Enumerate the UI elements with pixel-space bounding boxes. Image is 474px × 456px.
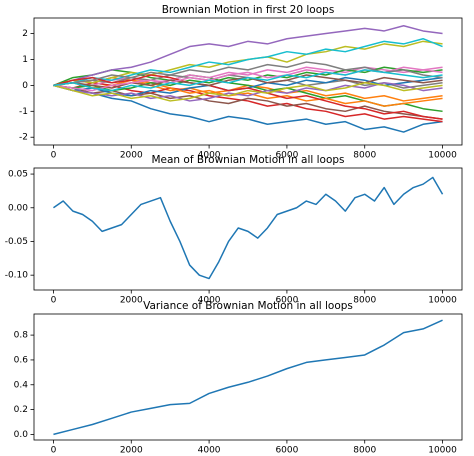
- series-line: [53, 61, 443, 87]
- x-tick-label: 6000: [275, 446, 298, 456]
- x-tick-label: 10000: [428, 446, 457, 456]
- x-tick-label: 4000: [198, 296, 221, 306]
- x-tick-label: 2000: [120, 151, 143, 161]
- y-tick-label: 0.6: [14, 355, 29, 365]
- series-line: [53, 84, 443, 120]
- series-line: [53, 76, 443, 102]
- y-tick-label: 0.2: [14, 405, 28, 415]
- x-tick-label: 10000: [428, 151, 457, 161]
- x-tick-label: 6000: [275, 151, 298, 161]
- x-tick-label: 4000: [198, 151, 221, 161]
- y-tick-label: -0.05: [5, 237, 28, 247]
- x-tick-label: 0: [51, 151, 57, 161]
- axes-frame: [33, 17, 463, 146]
- series-line: [53, 84, 443, 133]
- y-tick-label: 0.05: [8, 170, 28, 180]
- y-tick-label: -0.10: [5, 271, 29, 281]
- y-tick-label: 0: [22, 81, 28, 91]
- x-tick-label: 2000: [120, 296, 143, 306]
- series-line: [53, 74, 443, 120]
- series-line: [53, 69, 443, 92]
- series-line: [53, 176, 444, 280]
- series-line: [53, 319, 443, 436]
- x-tick-label: 4000: [198, 446, 221, 456]
- series-line: [53, 40, 443, 87]
- x-tick-label: 6000: [275, 296, 298, 306]
- series-line: [53, 37, 443, 87]
- x-tick-label: 10000: [428, 296, 457, 306]
- x-tick-label: 8000: [353, 296, 376, 306]
- y-tick-label: 0.4: [14, 380, 29, 390]
- axes-frame: [33, 167, 463, 291]
- x-tick-label: 8000: [353, 151, 376, 161]
- axes-frame: [33, 313, 463, 441]
- y-tick-label: 0.8: [14, 331, 29, 341]
- series-line: [53, 79, 443, 107]
- chart-title: Brownian Motion in first 20 loops: [162, 4, 335, 16]
- series-line: [53, 82, 443, 102]
- series-line: [53, 82, 443, 123]
- y-tick-label: -1: [19, 107, 28, 117]
- x-tick-label: 2000: [120, 446, 143, 456]
- x-tick-label: 8000: [353, 446, 376, 456]
- y-tick-label: 2: [22, 29, 28, 39]
- series-line: [53, 66, 443, 92]
- y-tick-label: -2: [19, 133, 28, 143]
- x-tick-label: 0: [51, 446, 57, 456]
- x-tick-label: 0: [51, 296, 57, 306]
- series-line: [53, 66, 443, 92]
- y-tick-label: 1: [22, 55, 28, 65]
- chart-title: Mean of Brownian Motion in all loops: [151, 154, 344, 166]
- series-line: [53, 25, 443, 87]
- y-tick-label: 0.0: [14, 430, 29, 440]
- chart-title: Variance of Brownian Motion in all loops: [143, 300, 353, 312]
- y-tick-label: 0.00: [8, 203, 28, 213]
